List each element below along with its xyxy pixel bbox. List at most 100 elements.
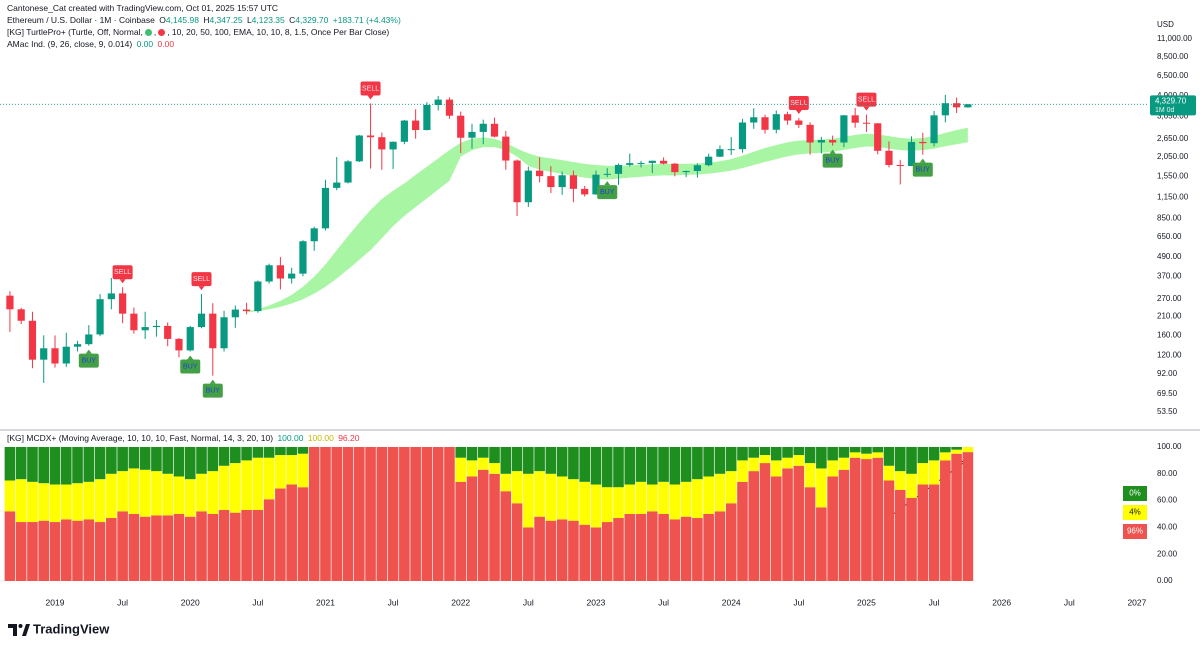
candle-body bbox=[130, 313, 138, 331]
signal-pointer bbox=[863, 106, 870, 111]
candle-body bbox=[6, 295, 14, 310]
candle-body bbox=[727, 149, 735, 151]
mcdx-bar bbox=[928, 447, 940, 461]
mcdx-bar bbox=[263, 499, 275, 581]
mcdx-bar bbox=[455, 457, 467, 482]
price-label-box bbox=[1150, 95, 1196, 116]
y-tick-label: 8,500.00 bbox=[1157, 52, 1189, 61]
candle-body bbox=[502, 136, 510, 161]
mcdx-bar bbox=[117, 447, 128, 472]
mcdx-bar bbox=[635, 447, 647, 482]
signal-pointer bbox=[604, 181, 611, 186]
mcdx-bar bbox=[962, 447, 974, 453]
mcdx-bar bbox=[72, 483, 83, 521]
mcdx-bar bbox=[151, 515, 162, 581]
signal-label: BUY bbox=[82, 358, 97, 365]
mcdx-bar bbox=[782, 468, 793, 581]
ohlc-key: L bbox=[246, 15, 252, 25]
mcdx-bar bbox=[489, 463, 500, 474]
mcdx-bar bbox=[15, 479, 27, 523]
mcdx-bar bbox=[252, 509, 264, 581]
mcdx-bar bbox=[184, 479, 196, 517]
x-tick-label: Jul bbox=[929, 597, 940, 607]
mcdx-bar bbox=[906, 473, 917, 498]
mcdx-bar bbox=[523, 527, 534, 581]
mcdx-bar bbox=[162, 473, 173, 516]
mcdx-bar bbox=[737, 460, 748, 482]
candle-body bbox=[254, 281, 262, 312]
signal-box bbox=[597, 185, 618, 200]
mcdx-bar bbox=[545, 520, 557, 581]
mcdx-bar bbox=[658, 514, 669, 581]
ohlc-value: 4,123.35 bbox=[251, 15, 285, 25]
mcdx-bar bbox=[38, 447, 50, 484]
mcdx-bar bbox=[286, 447, 297, 456]
signal-box bbox=[822, 153, 843, 168]
mcdx-bar bbox=[230, 512, 241, 581]
ohlc-key: H bbox=[203, 15, 210, 25]
mcdx-bar bbox=[917, 463, 929, 485]
mcdx-bar bbox=[511, 447, 523, 472]
mcdx-bar bbox=[49, 522, 61, 581]
candle-body bbox=[682, 171, 690, 173]
mcdx-bar bbox=[658, 447, 669, 482]
mcdx-bar bbox=[534, 471, 545, 517]
x-tick-label: 2026 bbox=[992, 597, 1011, 607]
indicator-label: , 10, 20, 50, 100, EMA, 10, 10, 8, 1.5, … bbox=[167, 27, 390, 37]
tv-logo bbox=[8, 624, 30, 636]
mcdx-bar bbox=[692, 447, 703, 480]
y-tick-label: 1,550.00 bbox=[1157, 171, 1189, 180]
mcdx-bar bbox=[252, 457, 264, 510]
mcdx-bar bbox=[263, 457, 275, 500]
candle-body bbox=[705, 156, 713, 166]
price-label: 4,329.70 bbox=[1155, 96, 1187, 105]
mcdx-bar bbox=[15, 522, 27, 581]
mcdx-bar bbox=[466, 447, 478, 461]
candle-body bbox=[96, 299, 104, 335]
signal-box bbox=[78, 353, 99, 368]
mcdx-bar bbox=[376, 447, 388, 581]
mcdx-bar bbox=[94, 447, 106, 480]
signal-box bbox=[180, 359, 201, 374]
mcdx-bar bbox=[218, 509, 230, 581]
mcdx-bar bbox=[816, 507, 827, 581]
mcdx-bar bbox=[477, 447, 489, 458]
ohlc-key: C bbox=[289, 15, 296, 25]
signal-label: SELL bbox=[790, 100, 807, 107]
change: +183.71 (+4.43%) bbox=[332, 15, 401, 25]
mcdx-bar bbox=[38, 483, 50, 521]
mcdx-bar bbox=[951, 447, 962, 450]
candle-body bbox=[761, 117, 769, 130]
mcdx-bar bbox=[455, 481, 467, 581]
mcdx-bar bbox=[940, 452, 951, 461]
y-tick-label: 40.00 bbox=[1157, 523, 1178, 532]
mcdx-bar bbox=[894, 471, 906, 490]
mcdx-bar bbox=[849, 452, 861, 458]
mcdx-bar bbox=[782, 457, 793, 469]
mcdx-bar bbox=[883, 480, 895, 581]
mcdx-bar bbox=[27, 522, 38, 581]
candle-body bbox=[51, 348, 59, 364]
legend-box bbox=[1123, 524, 1147, 539]
candle-body bbox=[693, 165, 701, 172]
candle-body bbox=[265, 265, 273, 282]
y-tick-label: 490.00 bbox=[1157, 252, 1182, 261]
mcdx-bar bbox=[106, 473, 117, 519]
signal-pointer bbox=[198, 286, 205, 291]
candle-body bbox=[614, 164, 623, 174]
y-tick-label: 69.50 bbox=[1157, 389, 1178, 398]
mcdx-bar bbox=[940, 460, 951, 581]
candle-body bbox=[186, 327, 194, 351]
signal-pointer bbox=[919, 158, 926, 163]
candle-body bbox=[231, 309, 239, 318]
signal-pointer bbox=[85, 349, 92, 354]
mcdx-bar bbox=[60, 519, 72, 581]
candle-body bbox=[423, 104, 431, 131]
mcdx-bar bbox=[613, 487, 624, 519]
mcdx-bar bbox=[601, 522, 613, 581]
symbol-row: Ethereum / U.S. Dollar · 1M · Coinbase O… bbox=[7, 14, 403, 26]
y-tick-label: 2,050.00 bbox=[1157, 152, 1189, 161]
y-tick-label: 100.00 bbox=[1157, 442, 1182, 451]
mcdx-bar bbox=[49, 447, 61, 485]
mcdx-bar bbox=[872, 452, 884, 458]
